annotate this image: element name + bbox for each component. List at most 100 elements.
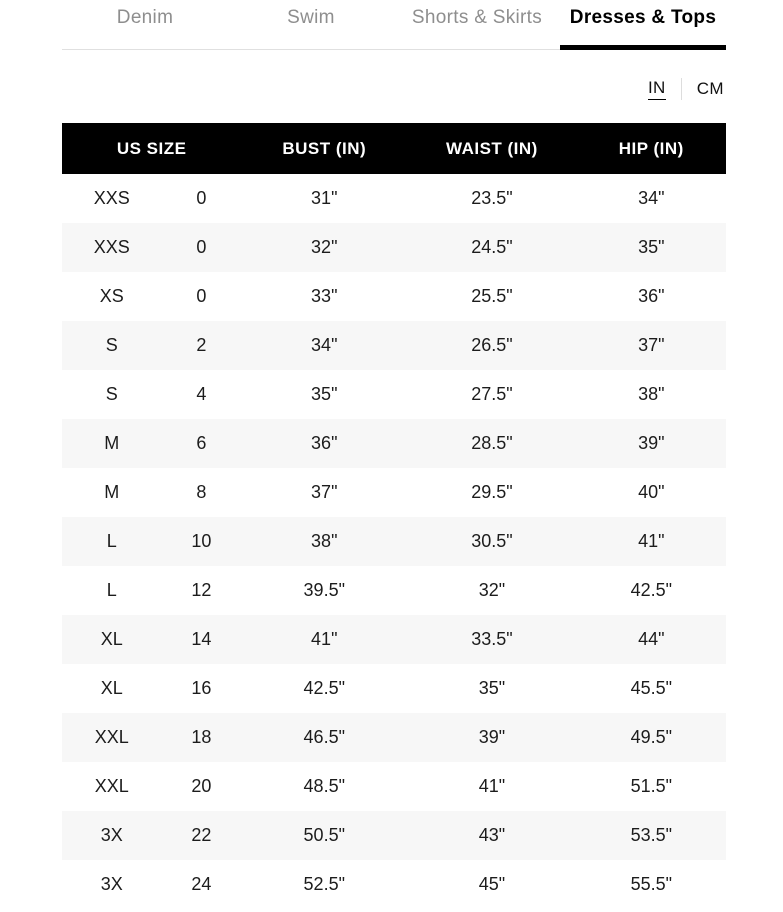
table-cell: 6 <box>196 433 207 453</box>
table-cell: 30.5" <box>471 531 513 551</box>
table-cell: S <box>105 335 118 355</box>
table-cell: 35" <box>311 384 338 404</box>
tab-label: Denim <box>116 7 174 28</box>
table-cell: 33" <box>311 286 338 306</box>
table-cell: 18 <box>191 727 212 747</box>
table-cell: S <box>105 384 118 404</box>
table-cell: XL <box>100 678 123 698</box>
table-cell: 43" <box>478 825 506 845</box>
table-row: S 2 34" 26.5" 37" <box>62 321 726 370</box>
table-cell: 34" <box>311 335 338 355</box>
unit-toggle: IN CM <box>62 77 726 101</box>
table-cell: 50.5" <box>303 825 345 845</box>
table-cell: 3X <box>100 825 123 845</box>
tab-label: Dresses & Tops <box>569 7 717 28</box>
table-cell: 41" <box>638 531 665 551</box>
table-cell: L <box>106 580 117 600</box>
table-cell: 39.5" <box>303 580 345 600</box>
table-cell: 38" <box>638 384 665 404</box>
table-cell: 42.5" <box>630 580 672 600</box>
tab-dresses-tops[interactable]: Dresses & Tops <box>560 0 726 50</box>
table-cell: 24 <box>191 874 212 894</box>
table-cell: 52.5" <box>303 874 345 894</box>
table-cell: 46.5" <box>303 727 345 747</box>
table-row: XL 16 42.5" 35" 45.5" <box>62 664 726 713</box>
unit-option-in[interactable]: IN <box>647 78 666 100</box>
table-row: XXS 0 31" 23.5" 34" <box>62 174 726 223</box>
table-row: M 6 36" 28.5" 39" <box>62 419 726 468</box>
table-row: M 8 37" 29.5" 40" <box>62 468 726 517</box>
table-cell: 24.5" <box>471 237 513 257</box>
table-cell: M <box>104 482 120 502</box>
table-cell: 41" <box>478 776 506 796</box>
table-cell: 0 <box>196 237 207 257</box>
table-cell: 35" <box>478 678 506 698</box>
table-cell: 33.5" <box>471 629 513 649</box>
tab-denim[interactable]: Denim <box>62 0 228 49</box>
table-cell: 45" <box>478 874 506 894</box>
table-cell: 40" <box>638 482 665 502</box>
table-cell: 44" <box>638 629 665 649</box>
table-cell: 31" <box>311 188 338 208</box>
table-cell: M <box>104 433 120 453</box>
table-cell: 38" <box>311 531 338 551</box>
size-chart-panel: Denim Swim Shorts & Skirts Dresses & Top… <box>62 0 726 909</box>
table-cell: 34" <box>638 188 665 208</box>
table-cell: 20 <box>191 776 212 796</box>
table-cell: XXS <box>93 188 130 208</box>
table-cell: XS <box>99 286 124 306</box>
table-cell: 4 <box>196 384 207 404</box>
size-chart-table: US SIZE BUST (IN) WAIST (IN) HIP (IN) XX… <box>62 123 726 909</box>
table-cell: 37" <box>638 335 665 355</box>
table-cell: XL <box>100 629 123 649</box>
table-cell: 53.5" <box>630 825 672 845</box>
header-us-size: US SIZE <box>62 123 242 174</box>
table-cell: 0 <box>196 188 207 208</box>
table-cell: 23.5" <box>471 188 513 208</box>
header-hip: HIP (IN) <box>576 123 726 174</box>
unit-toggle-divider <box>680 78 682 100</box>
table-cell: 36" <box>638 286 665 306</box>
table-cell: XXL <box>94 776 129 796</box>
table-cell: 49.5" <box>630 727 672 747</box>
table-cell: 39" <box>478 727 506 747</box>
size-chart-header: US SIZE BUST (IN) WAIST (IN) HIP (IN) <box>62 123 726 174</box>
table-cell: 22 <box>191 825 212 845</box>
table-cell: 42.5" <box>303 678 345 698</box>
table-cell: 2 <box>196 335 207 355</box>
tab-shorts-skirts[interactable]: Shorts & Skirts <box>394 0 560 49</box>
table-cell: 8 <box>196 482 207 502</box>
table-cell: 25.5" <box>471 286 513 306</box>
table-cell: 3X <box>100 874 123 894</box>
table-cell: 12 <box>191 580 212 600</box>
table-row: L 12 39.5" 32" 42.5" <box>62 566 726 615</box>
table-row: S 4 35" 27.5" 38" <box>62 370 726 419</box>
table-cell: 41" <box>311 629 338 649</box>
unit-option-cm[interactable]: CM <box>696 79 724 98</box>
table-cell: XXL <box>94 727 129 747</box>
table-cell: 29.5" <box>471 482 513 502</box>
tab-swim[interactable]: Swim <box>228 0 394 49</box>
table-cell: 32" <box>478 580 506 600</box>
table-cell: 36" <box>311 433 338 453</box>
table-cell: 37" <box>311 482 338 502</box>
table-row: L 10 38" 30.5" 41" <box>62 517 726 566</box>
table-cell: 35" <box>638 237 665 257</box>
table-cell: 55.5" <box>630 874 672 894</box>
table-row: 3X 24 52.5" 45" 55.5" <box>62 860 726 909</box>
header-bust: BUST (IN) <box>241 123 408 174</box>
table-cell: 48.5" <box>303 776 345 796</box>
size-chart-body: XXS 0 31" 23.5" 34" XXS 0 32" 24.5" 35" XS 0 33" 25.5… <box>62 174 726 909</box>
table-row: 3X 22 50.5" 43" 53.5" <box>62 811 726 860</box>
table-cell: 0 <box>196 286 207 306</box>
table-row: XXL 20 48.5" 41" 51.5" <box>62 762 726 811</box>
table-cell: 27.5" <box>471 384 513 404</box>
tab-label: Swim <box>287 7 335 28</box>
table-cell: 45.5" <box>630 678 672 698</box>
table-row: XS 0 33" 25.5" 36" <box>62 272 726 321</box>
table-cell: 10 <box>191 531 212 551</box>
table-row: XXS 0 32" 24.5" 35" <box>62 223 726 272</box>
table-cell: L <box>106 531 117 551</box>
table-cell: 51.5" <box>630 776 672 796</box>
header-waist: WAIST (IN) <box>407 123 577 174</box>
